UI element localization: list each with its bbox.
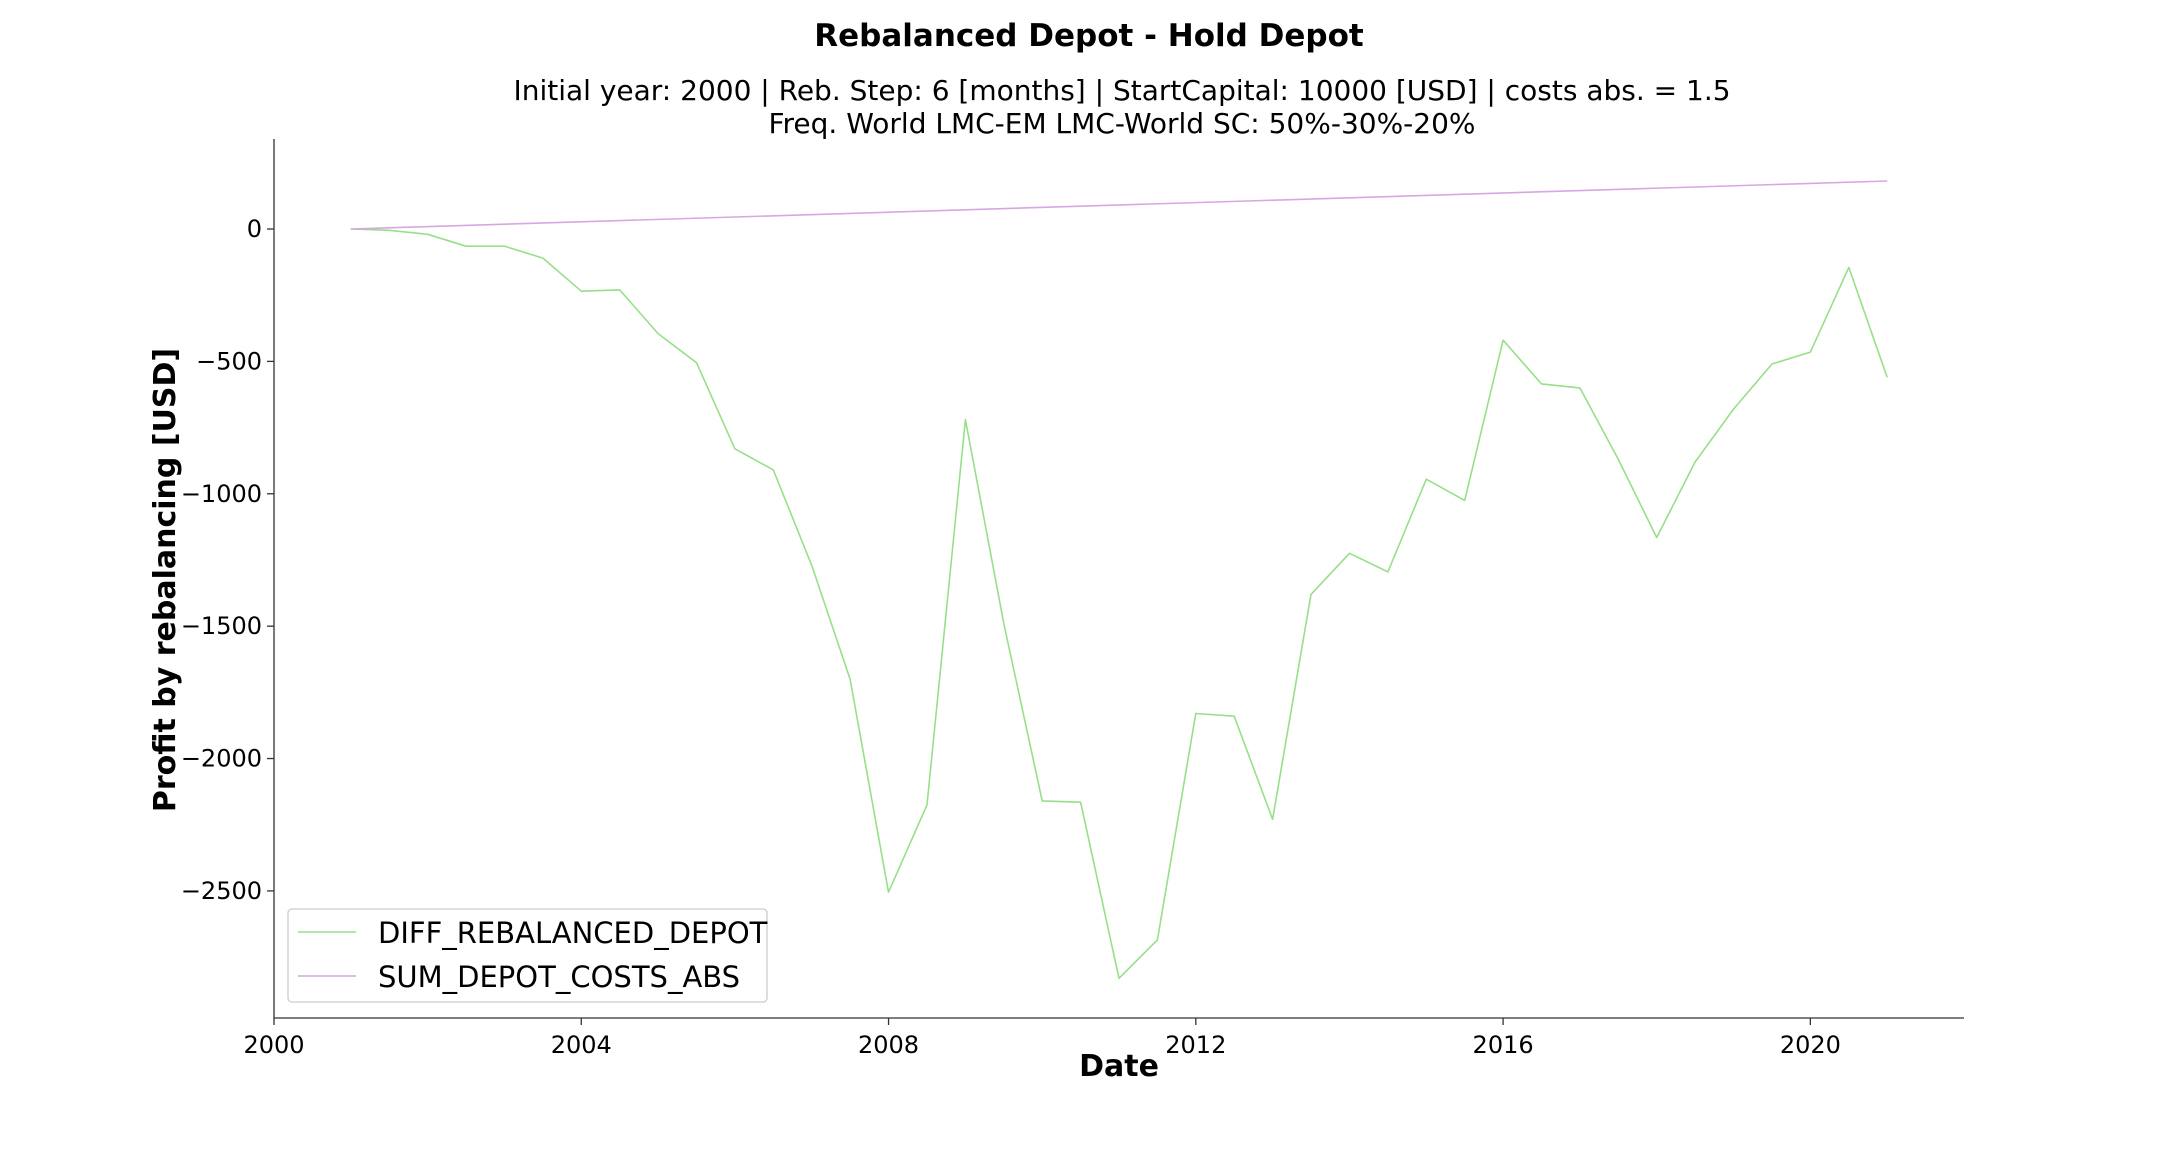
y-tick-label: −500 [196,347,262,375]
y-axis-label: Profit by rebalancing [USD] [148,348,183,812]
legend-frame [287,908,768,1003]
series-layer [350,180,1888,980]
y-tick-label: 0 [247,215,262,243]
chart-subtitle-line-1: Initial year: 2000 | Reb. Step: 6 [month… [513,74,1730,107]
y-tick-label: −1500 [181,612,262,640]
y-tick-label: −1000 [181,480,262,508]
y-tick-label: −2000 [181,745,262,773]
chart-subtitle-line-2: Freq. World LMC-EM LMC-World SC: 50%-30%… [768,107,1475,140]
x-axis-ticks: 2000 2004 2008 2012 2016 2020 [243,1018,1841,1059]
legend: DIFF_REBALANCED_DEPOT SUM_DEPOT_COSTS_AB… [287,908,768,1003]
x-tick-label: 2020 [1780,1031,1841,1059]
chart-title: Rebalanced Depot - Hold Depot [814,18,1364,54]
x-tick-label: 2012 [1165,1031,1226,1059]
series-line-diff-rebalanced-depot [350,228,1888,980]
legend-label-costs: SUM_DEPOT_COSTS_ABS [378,960,740,994]
y-axis-ticks: 0 −500 −1000 −1500 −2000 −2500 [181,215,274,905]
series-line-sum-depot-costs-abs [350,180,1888,230]
x-tick-label: 2016 [1473,1031,1534,1059]
x-tick-label: 2008 [858,1031,919,1059]
y-tick-label: −2500 [181,877,262,905]
legend-label-diff: DIFF_REBALANCED_DEPOT [378,916,768,950]
x-tick-label: 2000 [243,1031,304,1059]
plot-area: 2000 2004 2008 2012 2016 2020 0 −500 −1000 −1500… [181,139,1964,1059]
x-axis-label: Date [1079,1049,1159,1084]
x-tick-label: 2004 [551,1031,612,1059]
